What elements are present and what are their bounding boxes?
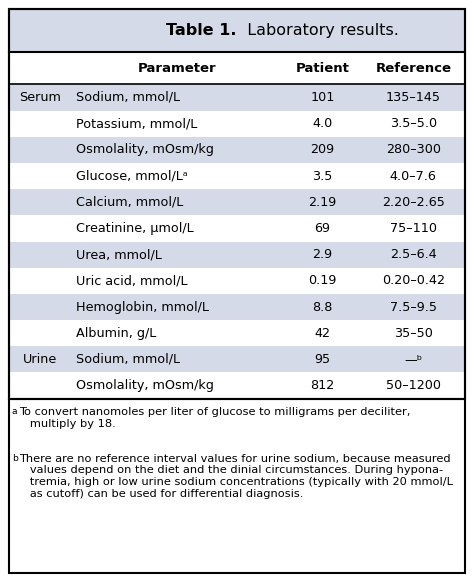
Text: 209: 209 (310, 143, 334, 157)
Bar (9, 84, 465, 111)
Bar (9, 9, 465, 52)
Text: Reference: Reference (375, 62, 451, 75)
Text: 3.5–5.0: 3.5–5.0 (390, 117, 437, 130)
Text: Sodium, mmol/L: Sodium, mmol/L (76, 91, 180, 104)
Text: a: a (12, 407, 18, 416)
Text: Sodium, mmol/L: Sodium, mmol/L (76, 353, 180, 366)
Text: Potassium, mmol/L: Potassium, mmol/L (76, 117, 197, 130)
Text: To convert nanomoles per liter of glucose to milligrams per deciliter,
   multip: To convert nanomoles per liter of glucos… (19, 407, 410, 429)
Bar (9, 346, 465, 372)
Text: Parameter: Parameter (137, 62, 216, 75)
Bar (9, 137, 465, 163)
Text: Osmolality, mOsm/kg: Osmolality, mOsm/kg (76, 143, 213, 157)
Text: Laboratory results.: Laboratory results. (237, 23, 399, 38)
Text: 8.8: 8.8 (312, 300, 332, 314)
Text: Glucose, mmol/Lᵃ: Glucose, mmol/Lᵃ (76, 169, 187, 183)
Text: Urine: Urine (23, 353, 57, 366)
Text: 4.0: 4.0 (312, 117, 332, 130)
Text: 2.9: 2.9 (312, 248, 332, 261)
Bar (9, 52, 465, 84)
Bar (9, 189, 465, 215)
Text: 280–300: 280–300 (386, 143, 441, 157)
Text: Serum: Serum (19, 91, 61, 104)
Bar (9, 294, 465, 320)
Text: Urea, mmol/L: Urea, mmol/L (76, 248, 162, 261)
Text: 812: 812 (310, 379, 335, 392)
Bar (9, 9, 465, 399)
Text: 4.0–7.6: 4.0–7.6 (390, 169, 437, 183)
Text: 75–110: 75–110 (390, 222, 437, 235)
Text: 135–145: 135–145 (386, 91, 441, 104)
Text: Creatinine, μmol/L: Creatinine, μmol/L (76, 222, 193, 235)
Text: There are no reference interval values for urine sodium, because measured
   val: There are no reference interval values f… (19, 454, 453, 499)
Text: 2.5–6.4: 2.5–6.4 (390, 248, 437, 261)
Bar (9, 268, 465, 294)
Bar (9, 320, 465, 346)
Bar (9, 111, 465, 137)
Text: Albumin, g/L: Albumin, g/L (76, 327, 156, 340)
Bar (9, 163, 465, 189)
Text: 7.5–9.5: 7.5–9.5 (390, 300, 437, 314)
Text: —ᵇ: —ᵇ (404, 353, 422, 366)
Text: 0.19: 0.19 (308, 274, 337, 288)
Text: b: b (12, 454, 18, 463)
Bar (9, 372, 465, 399)
Text: Patient: Patient (295, 62, 349, 75)
Text: 95: 95 (314, 353, 330, 366)
Text: 3.5: 3.5 (312, 169, 332, 183)
Text: 35–50: 35–50 (394, 327, 433, 340)
Bar (9, 215, 465, 242)
Text: 101: 101 (310, 91, 335, 104)
Text: Osmolality, mOsm/kg: Osmolality, mOsm/kg (76, 379, 213, 392)
Bar (9, 242, 465, 268)
Text: Calcium, mmol/L: Calcium, mmol/L (76, 196, 183, 209)
Text: Uric acid, mmol/L: Uric acid, mmol/L (76, 274, 187, 288)
Text: 2.19: 2.19 (308, 196, 337, 209)
Text: 2.20–2.65: 2.20–2.65 (382, 196, 445, 209)
Text: Table 1.: Table 1. (166, 23, 237, 38)
Text: 42: 42 (314, 327, 330, 340)
Text: 69: 69 (314, 222, 330, 235)
Text: Hemoglobin, mmol/L: Hemoglobin, mmol/L (76, 300, 209, 314)
Text: 0.20–0.42: 0.20–0.42 (382, 274, 445, 288)
Text: 50–1200: 50–1200 (386, 379, 441, 392)
